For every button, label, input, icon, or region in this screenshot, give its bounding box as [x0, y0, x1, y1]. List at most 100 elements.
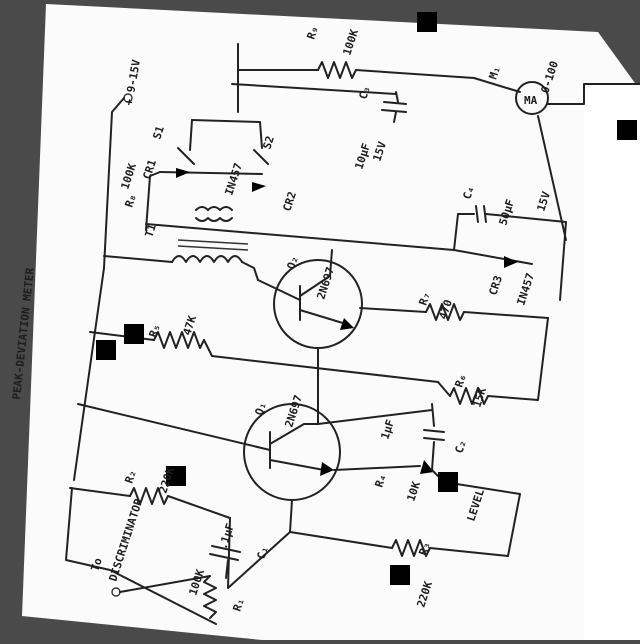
c2-value: 1μF: [378, 418, 397, 441]
redaction-square: [617, 120, 637, 140]
c3-capacitor: [381, 101, 407, 113]
c4-voltage: 15V: [534, 190, 553, 213]
cr2-label: CR2: [280, 190, 299, 213]
q2-emitter-arrow: [340, 318, 354, 330]
q1-emitter: [269, 459, 325, 471]
r1-resistor: [203, 575, 217, 619]
redaction-square: [124, 324, 144, 344]
r3-resistor: [391, 539, 431, 557]
redaction-square: [438, 472, 458, 492]
q2-collector: [299, 249, 333, 297]
c3-leads: [393, 91, 399, 123]
r5-right-wire: [203, 339, 439, 383]
cr3-diode: [504, 256, 518, 268]
t1-primary-top: [195, 206, 233, 211]
r8-ref: R₈: [122, 192, 138, 209]
redaction-square: [96, 340, 116, 360]
cr1-label: CR1: [140, 158, 159, 181]
t1-secondary-leads: [103, 255, 259, 281]
meter-right-wire: [547, 83, 640, 105]
r7-value: 470: [436, 298, 455, 321]
r3-left-wire: [289, 531, 393, 549]
c3-top-wire: [231, 83, 397, 95]
c1-node-wires: [227, 517, 291, 589]
r9-right-wire: [355, 69, 521, 93]
r7-right-wire: [463, 311, 549, 319]
c2-capacitor: [423, 429, 445, 441]
input-label-line1: To: [88, 556, 105, 573]
left-supply-rail: [73, 97, 125, 481]
circuit: [65, 43, 640, 625]
paper-right-strip: [584, 84, 640, 640]
meter-return-wire: [537, 115, 567, 241]
redaction-square: [417, 12, 437, 32]
redaction-square: [166, 466, 186, 486]
c2-ref: C₂: [452, 438, 468, 455]
mid-bus: [145, 223, 455, 251]
r8-lead: [145, 171, 161, 231]
q1-emitter-wire: [333, 465, 421, 471]
r7-left-wire: [359, 307, 427, 313]
c2-bus: [317, 409, 433, 425]
r9-resistor: [317, 61, 357, 79]
s2-label: S2: [260, 134, 276, 151]
t1-core: [177, 239, 249, 251]
r5-value: 47K: [180, 314, 199, 337]
r4-wiper-arrow: [420, 460, 434, 474]
r3-ref: R₃: [416, 540, 432, 557]
q2-ref: Q₂: [284, 254, 300, 271]
c4-ref: C₄: [460, 184, 476, 201]
cr1-diode: [176, 168, 190, 178]
r7-ref: R₇: [416, 290, 432, 307]
q2-base-lead: [257, 279, 301, 301]
r5-ref: R₅: [146, 322, 162, 339]
c3-voltage: 15V: [370, 140, 389, 163]
t1-label: T1: [142, 222, 159, 239]
q2-emitter: [299, 309, 347, 325]
r2-right-wire: [167, 495, 231, 519]
c3-ref: C₃: [356, 84, 372, 101]
r9-ref: R₉: [304, 24, 320, 41]
r6-ref: R₆: [452, 372, 468, 389]
c4-left-lead: [453, 213, 475, 251]
cr2-diode: [252, 182, 266, 192]
c4-right-lead: [485, 213, 567, 301]
c1-capacitor: [209, 545, 241, 561]
r6-value: 15K: [470, 386, 489, 409]
input-wire: [119, 575, 211, 593]
r2-ref: R₂: [122, 468, 138, 485]
r6-right-wire: [487, 317, 549, 401]
c2-top-lead: [431, 403, 435, 427]
s1-label: S1: [150, 124, 167, 141]
cr3-wire: [453, 249, 533, 265]
s2-switch: [253, 149, 269, 165]
q1-base-wire: [77, 403, 271, 451]
r6-left-lead: [437, 381, 451, 397]
r6-resistor: [449, 387, 489, 405]
r3-right-wire: [429, 547, 509, 557]
switch-top-bus: [191, 119, 263, 149]
q1-collector: [269, 423, 319, 445]
c2-bottom-lead: [431, 441, 435, 471]
t1-primary-bottom: [195, 217, 233, 222]
q1-emitter-arrow: [320, 462, 334, 476]
s1-lead: [189, 119, 193, 151]
redaction-square: [390, 565, 410, 585]
c1-lead: [225, 559, 229, 579]
meter-ref: M₁: [486, 64, 502, 81]
cr3-label: CR3: [486, 274, 505, 297]
c1-ref: C₁: [254, 544, 270, 561]
q1-down-wire: [289, 499, 293, 533]
r1-ref: R₁: [230, 596, 246, 613]
meter-m1: [515, 81, 549, 115]
r5-resistor: [153, 331, 205, 349]
r4-ref: R₄: [372, 472, 388, 489]
r2-left-wire: [69, 487, 131, 497]
r4-value: 10K: [404, 480, 423, 503]
q1-ref: Q₁: [252, 400, 268, 417]
s1-switch: [177, 147, 195, 165]
meter-unit: MA: [524, 94, 538, 107]
r7-resistor: [425, 303, 465, 321]
